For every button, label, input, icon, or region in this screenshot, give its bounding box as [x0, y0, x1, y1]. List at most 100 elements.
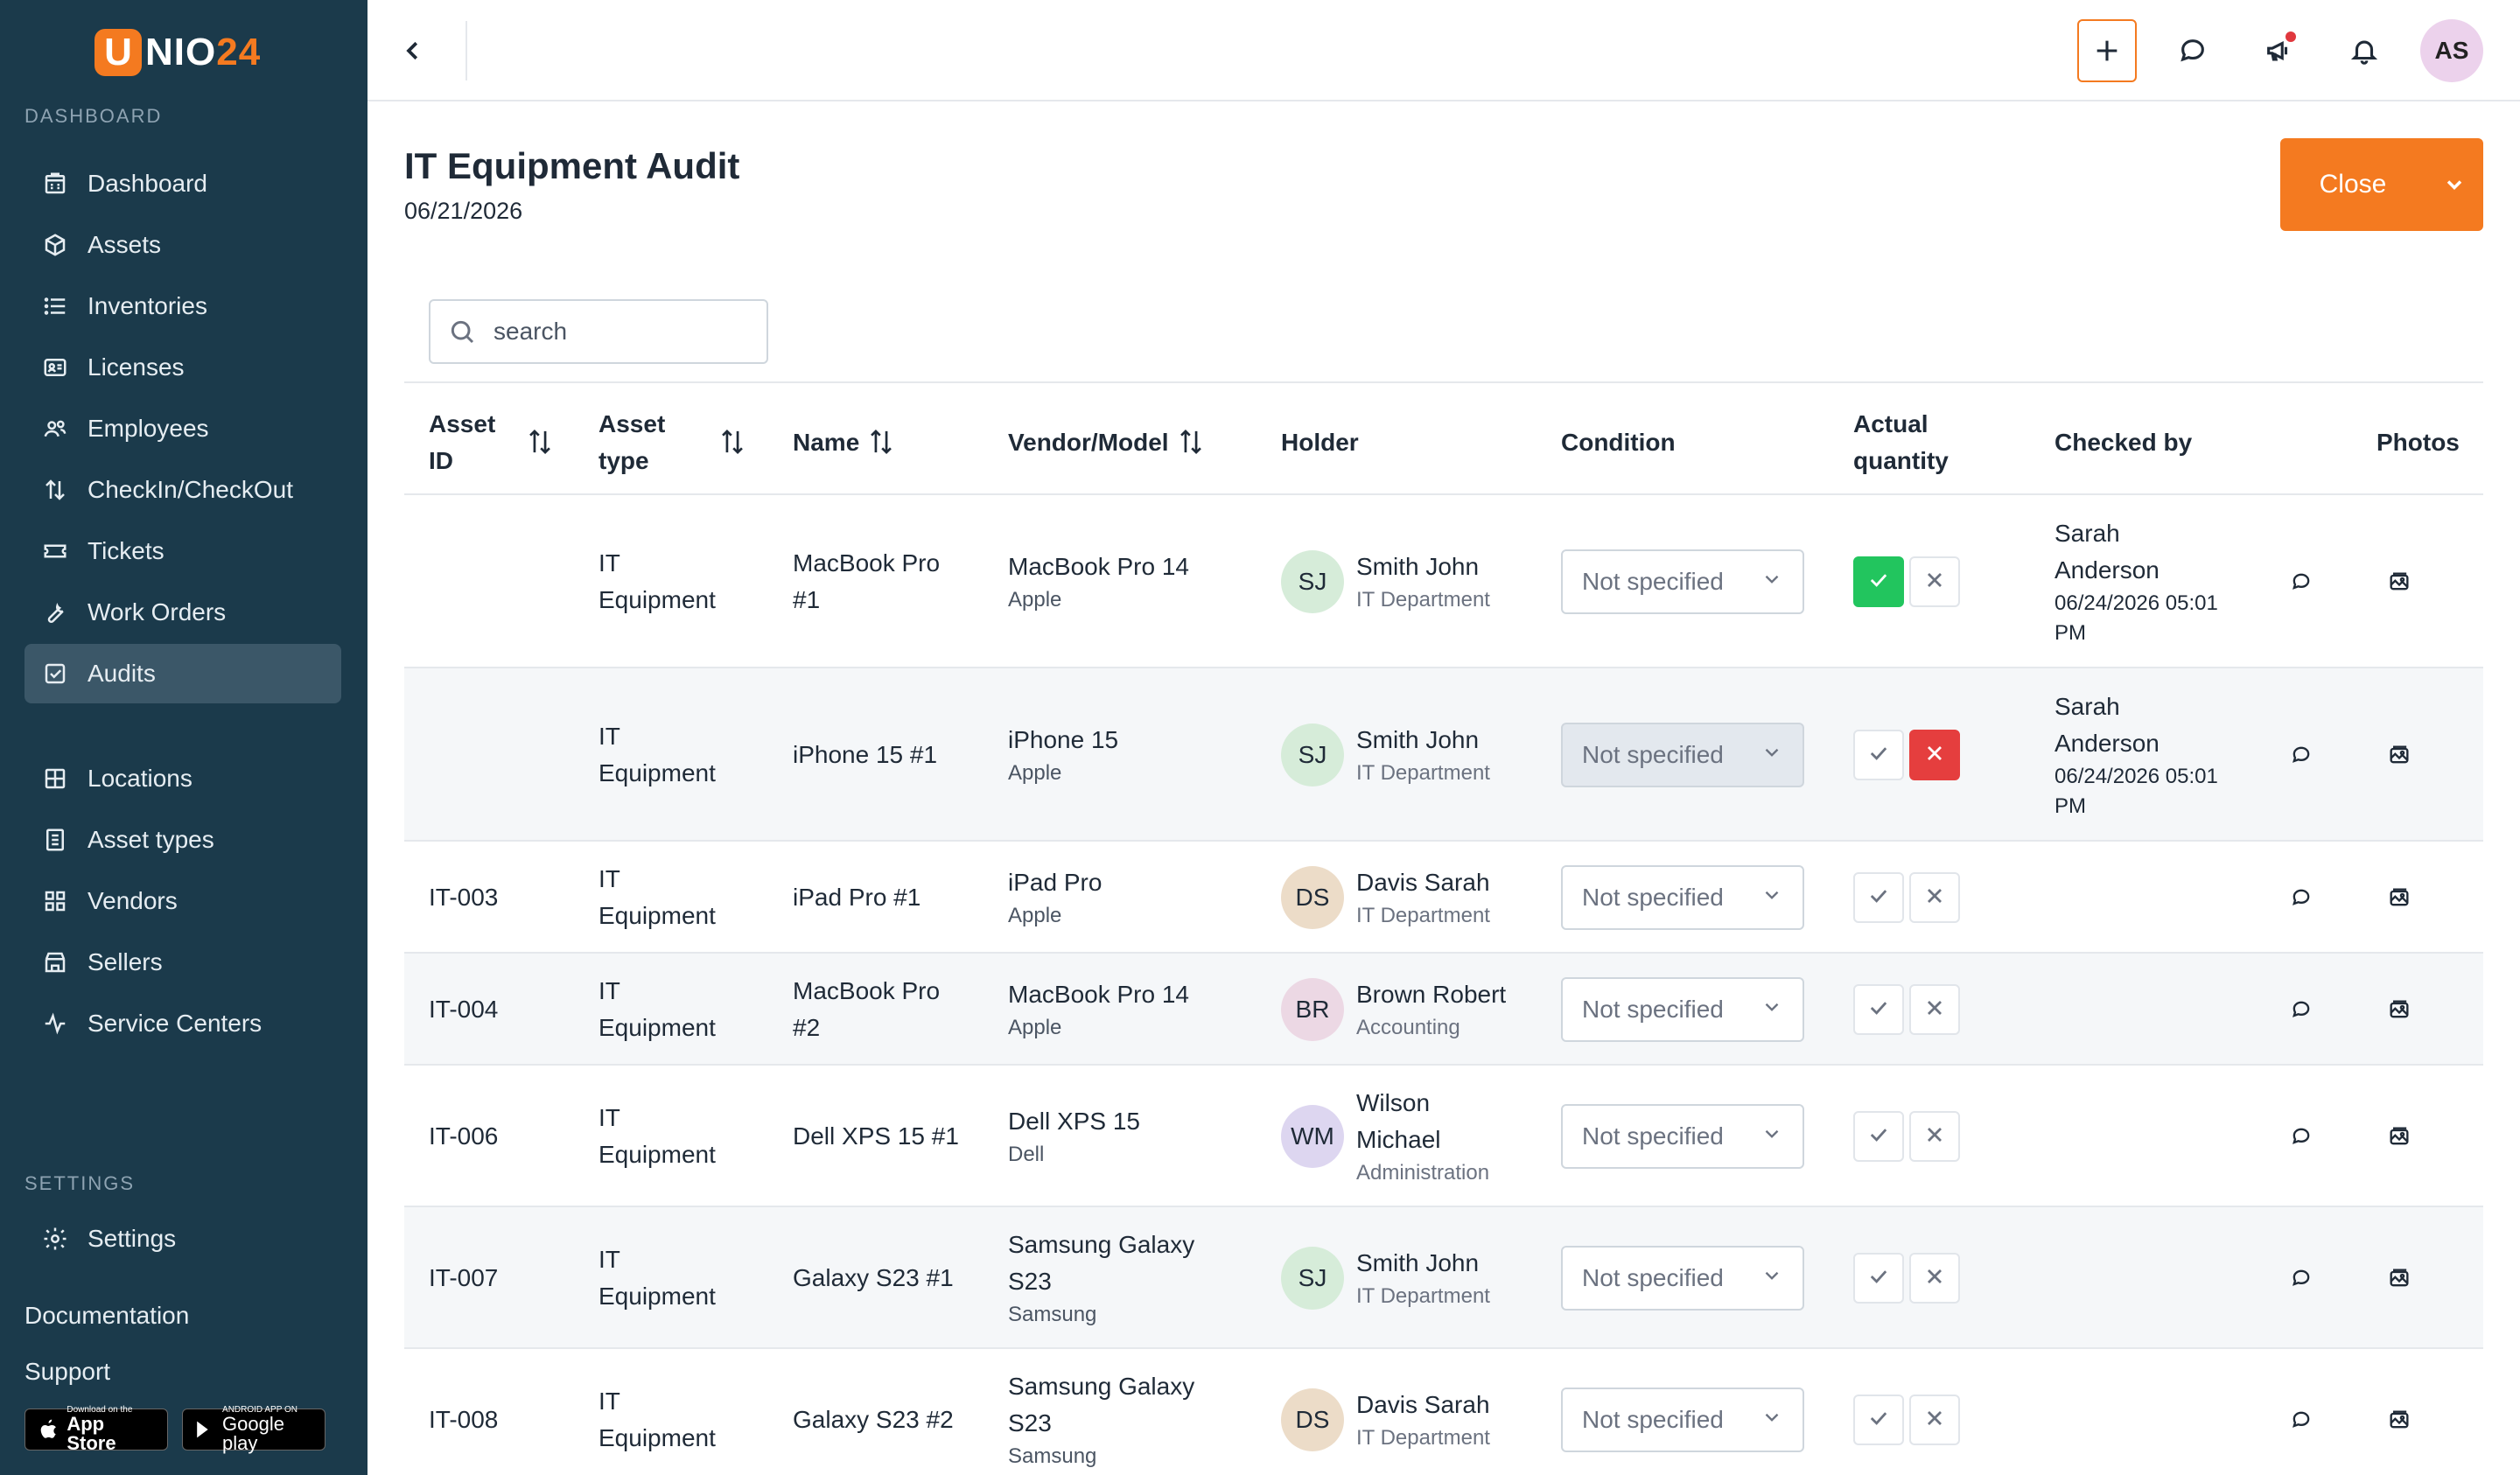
sort-icon[interactable] [1178, 427, 1204, 457]
sidebar-item-vendors[interactable]: Vendors [24, 871, 341, 931]
confirm-quantity-button[interactable] [1853, 872, 1904, 923]
reject-quantity-button[interactable] [1909, 1253, 1960, 1304]
sidebar-item-audits[interactable]: Audits [24, 644, 341, 703]
holder-cell[interactable]: Davis Sarah IT Department [1356, 1387, 1490, 1453]
chat-button[interactable] [2168, 26, 2217, 75]
photo-icon[interactable] [2384, 566, 2415, 598]
brand-logo[interactable]: U NIO24 [94, 28, 261, 77]
sort-icon[interactable] [719, 427, 746, 457]
sidebar-item-inventories[interactable]: Inventories [24, 276, 341, 336]
app-store-badge[interactable]: Download on the App Store [24, 1406, 168, 1453]
condition-value: Not specified [1582, 568, 1724, 595]
photo-icon[interactable] [2384, 1404, 2415, 1436]
sidebar-item-settings[interactable]: Settings [24, 1209, 341, 1269]
sidebar-item-sellers[interactable]: Sellers [24, 933, 341, 992]
holder-cell[interactable]: Davis Sarah IT Department [1356, 864, 1490, 931]
check-icon [1866, 884, 1891, 912]
photo-icon[interactable] [2384, 1121, 2415, 1152]
reject-quantity-button[interactable] [1909, 872, 1960, 923]
confirm-quantity-button[interactable] [1853, 730, 1904, 780]
photo-icon[interactable] [2384, 994, 2415, 1025]
photo-icon[interactable] [2384, 739, 2415, 771]
search-input[interactable] [494, 318, 738, 346]
sidebar-item-checkin-checkout[interactable]: CheckIn/CheckOut [24, 460, 341, 520]
asset-type-cell-line: IT [598, 549, 620, 577]
confirm-quantity-button[interactable] [1853, 1395, 1904, 1445]
reject-quantity-button[interactable] [1909, 556, 1960, 607]
confirm-quantity-button[interactable] [1853, 1253, 1904, 1304]
condition-select[interactable]: Not specified [1561, 1246, 1804, 1311]
asset-type-cell-line: IT [598, 723, 620, 750]
sidebar-item-work-orders[interactable]: Work Orders [24, 583, 341, 642]
asset-name-cell: Dell XPS 15 #1 [793, 1118, 959, 1155]
reject-quantity-button[interactable] [1909, 1395, 1960, 1445]
sidebar-item-label: Dashboard [88, 170, 207, 197]
vendor-name: Apple [1008, 904, 1062, 927]
close-audit-button[interactable]: Close [2280, 138, 2483, 231]
comment-icon[interactable] [2286, 1262, 2317, 1294]
holder-name: Smith John [1356, 726, 1480, 753]
column-header-vendor-model[interactable]: Vendor/Model [1008, 429, 1169, 456]
photo-icon[interactable] [2384, 882, 2415, 913]
holder-cell[interactable]: Wilson Michael Administration [1356, 1085, 1489, 1188]
reject-quantity-button[interactable] [1909, 730, 1960, 780]
holder-avatar: SJ [1281, 1247, 1344, 1310]
sidebar-item-tickets[interactable]: Tickets [24, 521, 341, 581]
back-icon [406, 41, 418, 60]
sidebar-item-assets[interactable]: Assets [24, 215, 341, 275]
reject-quantity-button[interactable] [1909, 984, 1960, 1035]
asset-type-cell: IT Equipment [598, 718, 716, 792]
holder-cell[interactable]: Brown Robert Accounting [1356, 976, 1506, 1043]
logo-suffix: 24 [216, 31, 262, 73]
column-header-asset-id[interactable]: Asset ID [429, 410, 496, 474]
holder-avatar: DS [1281, 866, 1344, 929]
asset-id-cell: IT-006 [429, 1122, 499, 1150]
condition-select[interactable]: Not specified [1561, 723, 1804, 787]
wrench-icon [40, 598, 70, 627]
confirm-quantity-button[interactable] [1853, 984, 1904, 1035]
notifications-button[interactable] [2340, 26, 2389, 75]
sidebar-item-service-centers[interactable]: Service Centers [24, 994, 341, 1053]
comment-icon[interactable] [2286, 1404, 2317, 1436]
sidebar-item-licenses[interactable]: Licenses [24, 338, 341, 397]
sort-icon[interactable] [868, 427, 894, 457]
comment-icon[interactable] [2286, 882, 2317, 913]
sort-icon[interactable] [527, 427, 553, 457]
condition-select[interactable]: Not specified [1561, 549, 1804, 614]
holder-avatar: BR [1281, 978, 1344, 1041]
comment-icon[interactable] [2286, 566, 2317, 598]
comment-icon[interactable] [2286, 1121, 2317, 1152]
reject-quantity-button[interactable] [1909, 1111, 1960, 1162]
photo-icon[interactable] [2384, 1262, 2415, 1294]
condition-select[interactable]: Not specified [1561, 1104, 1804, 1169]
documentation-link[interactable]: Documentation [24, 1302, 190, 1329]
announcements-button[interactable] [2254, 26, 2303, 75]
holder-cell[interactable]: Smith John IT Department [1356, 722, 1490, 788]
comment-icon[interactable] [2286, 739, 2317, 771]
confirm-quantity-button[interactable] [1853, 556, 1904, 607]
sidebar-item-label: Employees [88, 415, 209, 442]
google-play-badge[interactable]: ANDROID APP ON Google play [182, 1406, 326, 1453]
sidebar-item-asset-types[interactable]: Asset types [24, 810, 341, 870]
condition-select[interactable]: Not specified [1561, 1388, 1804, 1452]
column-header-checked-by: Checked by [2054, 429, 2193, 456]
chevron-down-icon[interactable] [2426, 172, 2483, 197]
column-header-asset-type[interactable]: Asset type [598, 410, 666, 474]
column-header-name[interactable]: Name [793, 429, 860, 456]
condition-select[interactable]: Not specified [1561, 865, 1804, 930]
holder-cell[interactable]: Smith John IT Department [1356, 1245, 1490, 1311]
vendor-model-cell: Samsung Galaxy S23 Samsung [1008, 1368, 1194, 1472]
sidebar-item-dashboard[interactable]: Dashboard [24, 154, 341, 213]
sidebar-item-locations[interactable]: Locations [24, 749, 341, 808]
sidebar-item-employees[interactable]: Employees [24, 399, 341, 458]
add-button[interactable] [2077, 19, 2137, 82]
back-button[interactable] [394, 31, 432, 70]
confirm-quantity-button[interactable] [1853, 1111, 1904, 1162]
holder-cell[interactable]: Smith John IT Department [1356, 549, 1490, 615]
holder-department: IT Department [1356, 761, 1490, 785]
support-link[interactable]: Support [24, 1358, 111, 1385]
comment-icon[interactable] [2286, 994, 2317, 1025]
holder-department: IT Department [1356, 1426, 1490, 1450]
user-avatar[interactable]: AS [2420, 19, 2483, 82]
condition-select[interactable]: Not specified [1561, 977, 1804, 1042]
